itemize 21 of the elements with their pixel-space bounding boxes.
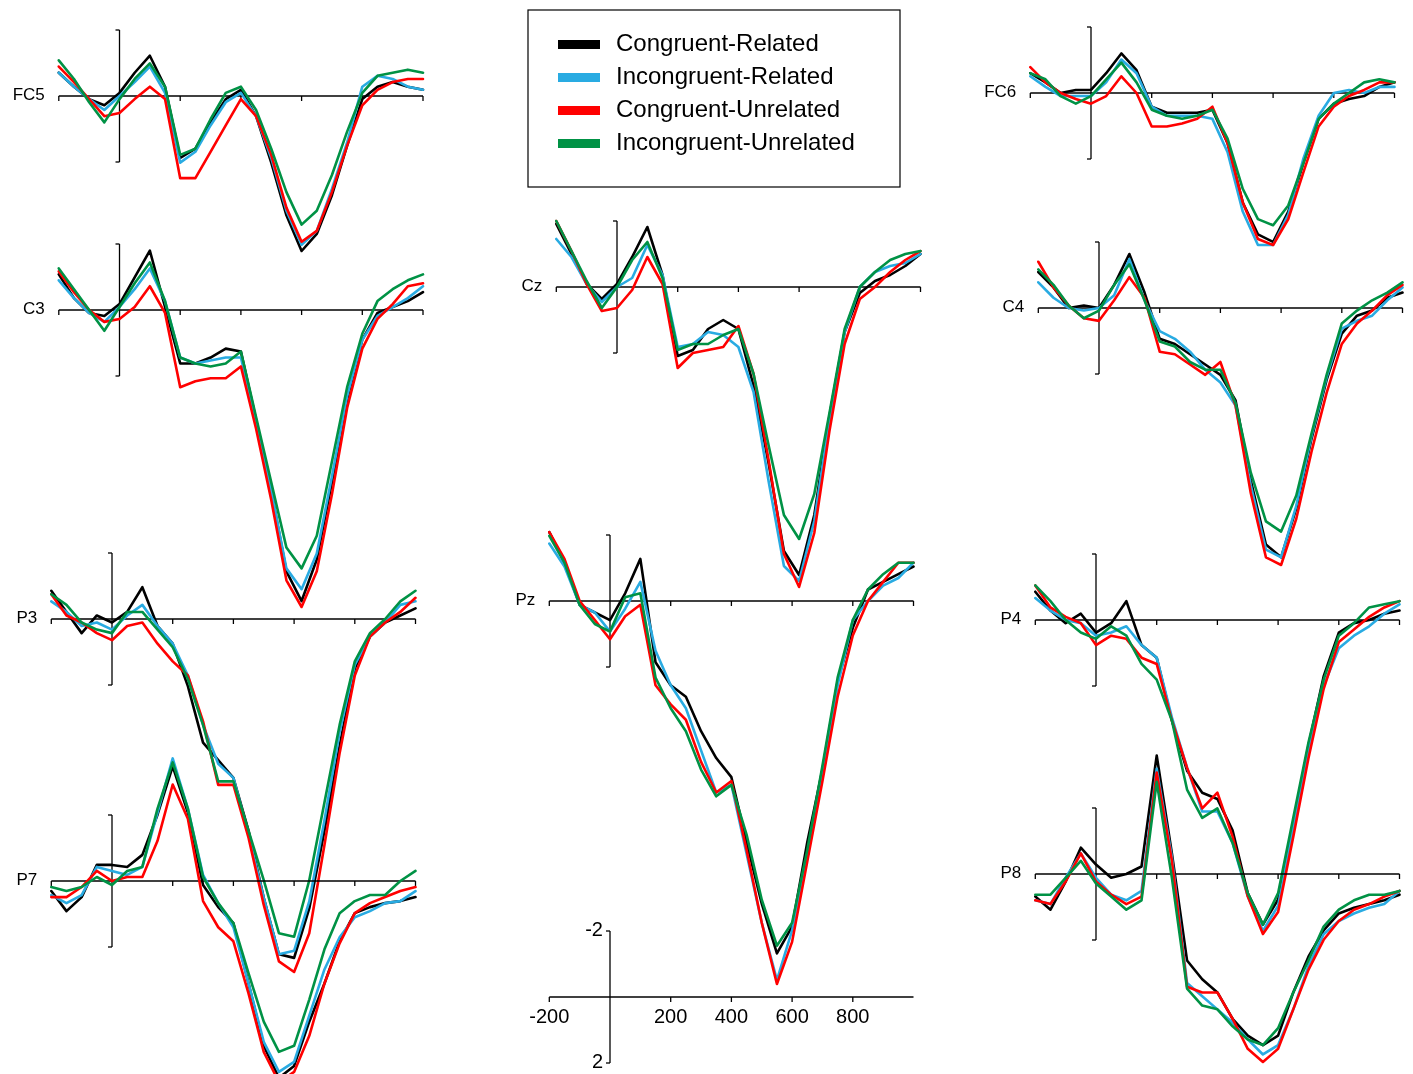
text: P4: [1000, 609, 1022, 629]
legend-label: Incongruent-Unrelated: [616, 128, 855, 156]
y-tick-label: 2: [591, 1050, 603, 1073]
x-tick-label: 800: [836, 1005, 870, 1027]
text: P7: [16, 870, 38, 890]
legend-label: Congruent-Related: [616, 29, 819, 57]
x-tick-label: 400: [714, 1005, 749, 1027]
legend-label: Incongruent-Related: [616, 62, 834, 90]
x-tick-label: 200: [654, 1005, 688, 1027]
y-tick-label: -2: [585, 918, 603, 941]
text: P8: [1000, 863, 1022, 883]
x-tick-label: -200: [529, 1005, 570, 1027]
text: FC5: [12, 85, 45, 105]
x-tick-label: 600: [775, 1005, 809, 1027]
text: P3: [16, 608, 38, 628]
text: Pz: [515, 590, 536, 610]
text: FC6: [984, 82, 1017, 102]
text: C3: [23, 299, 45, 319]
text: C4: [1002, 297, 1025, 317]
legend-label: Congruent-Unrelated: [616, 95, 841, 123]
text: Cz: [521, 276, 543, 296]
